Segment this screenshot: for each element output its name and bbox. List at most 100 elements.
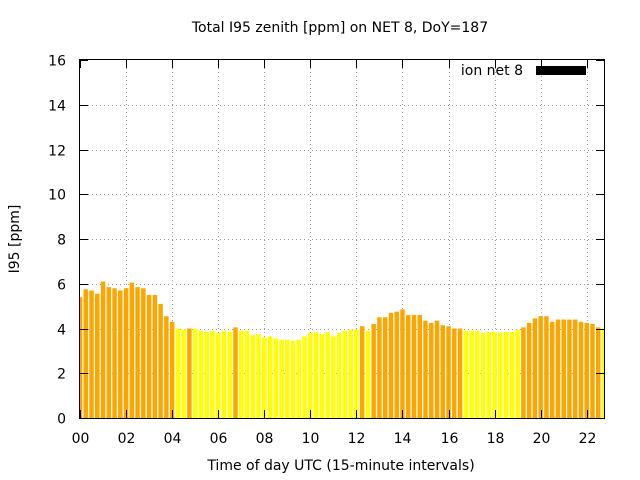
bar: [250, 335, 255, 418]
bar: [169, 321, 175, 418]
bar: [325, 331, 330, 418]
y-tick-label: 10: [48, 188, 66, 204]
bar: [262, 337, 267, 418]
x-tick-label: 00: [72, 431, 90, 447]
bar: [302, 336, 307, 418]
bar: [572, 319, 578, 418]
bar: [152, 294, 158, 418]
bar: [486, 331, 492, 418]
bar: [210, 330, 215, 418]
bar: [313, 331, 319, 418]
bar: [215, 332, 221, 418]
bar: [118, 290, 123, 418]
bar: [256, 334, 261, 418]
bar: [538, 316, 543, 418]
axis-ticks: [80, 60, 604, 419]
bar: [590, 324, 595, 418]
bar: [331, 336, 336, 418]
bars: [80, 281, 604, 418]
bar: [371, 324, 376, 418]
y-tick-label: 8: [57, 233, 66, 249]
bar: [227, 331, 232, 418]
bar: [89, 290, 94, 418]
bar: [584, 322, 589, 418]
bar: [457, 328, 463, 418]
bar: [509, 331, 515, 418]
y-tick-label: 2: [57, 367, 66, 383]
x-tick-label: 06: [210, 431, 228, 447]
bar: [233, 327, 238, 418]
plot-frame: [79, 59, 605, 419]
y-axis-label: I95 [ppm]: [7, 205, 23, 274]
bar: [80, 297, 83, 418]
bar: [285, 339, 290, 418]
y-tick-label: 14: [48, 99, 66, 115]
bar: [365, 330, 371, 418]
bar: [578, 321, 584, 418]
x-tick-label: 10: [302, 431, 320, 447]
bar: [532, 318, 538, 418]
bar: [429, 322, 434, 418]
legend: ion net 8: [461, 63, 586, 79]
bar: [377, 317, 382, 418]
bar: [521, 327, 526, 418]
bar: [561, 319, 566, 418]
x-tick-labels: 00 02 04 06 08 10 12 14 16 18 20 22: [72, 431, 597, 447]
bar: [296, 339, 302, 418]
bar: [388, 312, 394, 418]
x-tick-label: 12: [348, 431, 366, 447]
bar: [544, 316, 549, 418]
bar: [411, 315, 417, 418]
bar: [475, 330, 480, 418]
bar: [503, 331, 509, 418]
bar: [95, 293, 100, 418]
bar: [549, 321, 555, 418]
bar: [382, 317, 388, 418]
bar: [492, 331, 497, 418]
bar: [158, 303, 163, 418]
bar: [267, 336, 273, 418]
x-axis-label: Time of day UTC (15-minute intervals): [206, 458, 474, 474]
bar: [423, 320, 428, 418]
bar: [198, 330, 204, 418]
bar: [279, 339, 284, 418]
y-tick-label: 12: [48, 144, 66, 160]
bar: [515, 329, 520, 418]
bar: [359, 326, 365, 418]
bar: [164, 316, 169, 418]
y-tick-label: 4: [57, 323, 66, 339]
bar: [273, 338, 279, 418]
bar: [308, 332, 313, 418]
bar: [596, 327, 601, 418]
bar: [463, 330, 469, 418]
bar: [83, 289, 88, 418]
bar: [187, 328, 192, 418]
bar: [480, 332, 486, 418]
y-tick-label: 16: [48, 54, 66, 70]
bar: [469, 330, 474, 418]
bar: [100, 281, 106, 418]
bar: [141, 288, 146, 418]
x-tick-label: 18: [487, 431, 505, 447]
bar: [336, 332, 342, 418]
y-tick-label: 6: [57, 278, 66, 294]
x-tick-label: 08: [256, 431, 274, 447]
bar: [394, 311, 399, 418]
x-tick-label: 16: [441, 431, 459, 447]
bar: [112, 288, 117, 418]
bar: [440, 325, 446, 418]
x-tick-label: 02: [118, 431, 136, 447]
bar: [135, 287, 140, 418]
legend-swatch: [536, 66, 586, 75]
bar: [244, 330, 250, 418]
bar: [498, 332, 503, 418]
bar: [348, 329, 353, 418]
bar: [146, 294, 152, 418]
bar: [290, 340, 296, 418]
legend-label: ion net 8: [461, 63, 523, 79]
bar: [221, 330, 227, 418]
bar: [123, 288, 129, 418]
bar: [106, 287, 112, 418]
bar: [192, 328, 198, 418]
